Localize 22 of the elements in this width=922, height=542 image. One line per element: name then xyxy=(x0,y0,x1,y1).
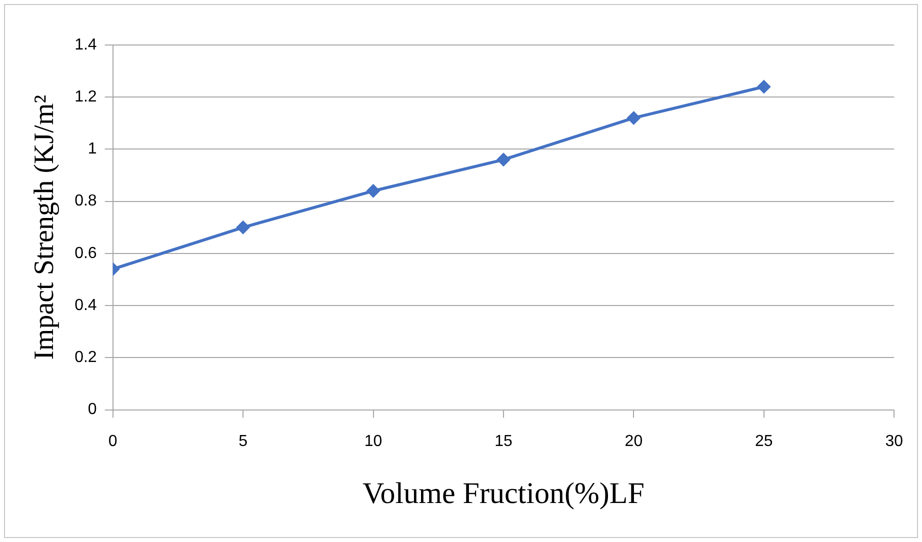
x-tick-label: 0 xyxy=(108,432,118,450)
point xyxy=(756,80,771,94)
point xyxy=(626,110,641,125)
y-tick-label: 1 xyxy=(88,140,97,158)
x-tick-label: 30 xyxy=(885,432,904,450)
point xyxy=(496,152,510,167)
y-tick-label: 1.2 xyxy=(74,88,97,106)
y-tick-label: 0 xyxy=(88,401,97,418)
y-tick-label: 0.6 xyxy=(74,244,97,262)
y-tick-label: 1.4 xyxy=(74,36,97,54)
y-tick-label: 0.2 xyxy=(74,349,97,366)
x-tick-label: 10 xyxy=(364,432,382,450)
x-tick-label: 20 xyxy=(624,432,643,450)
y-axis-title: Impact Strength (KJ/m² xyxy=(29,94,60,360)
x-tick-label: 15 xyxy=(494,432,512,450)
x-tick-label: 25 xyxy=(754,432,773,450)
point xyxy=(366,184,380,198)
y-tick-label: 0.4 xyxy=(74,296,97,314)
x-tick-label: 5 xyxy=(238,432,248,450)
y-tick-label: 0.8 xyxy=(74,192,97,210)
x-axis-title: Volume Fruction(%)LF xyxy=(362,476,644,510)
point xyxy=(236,220,250,234)
